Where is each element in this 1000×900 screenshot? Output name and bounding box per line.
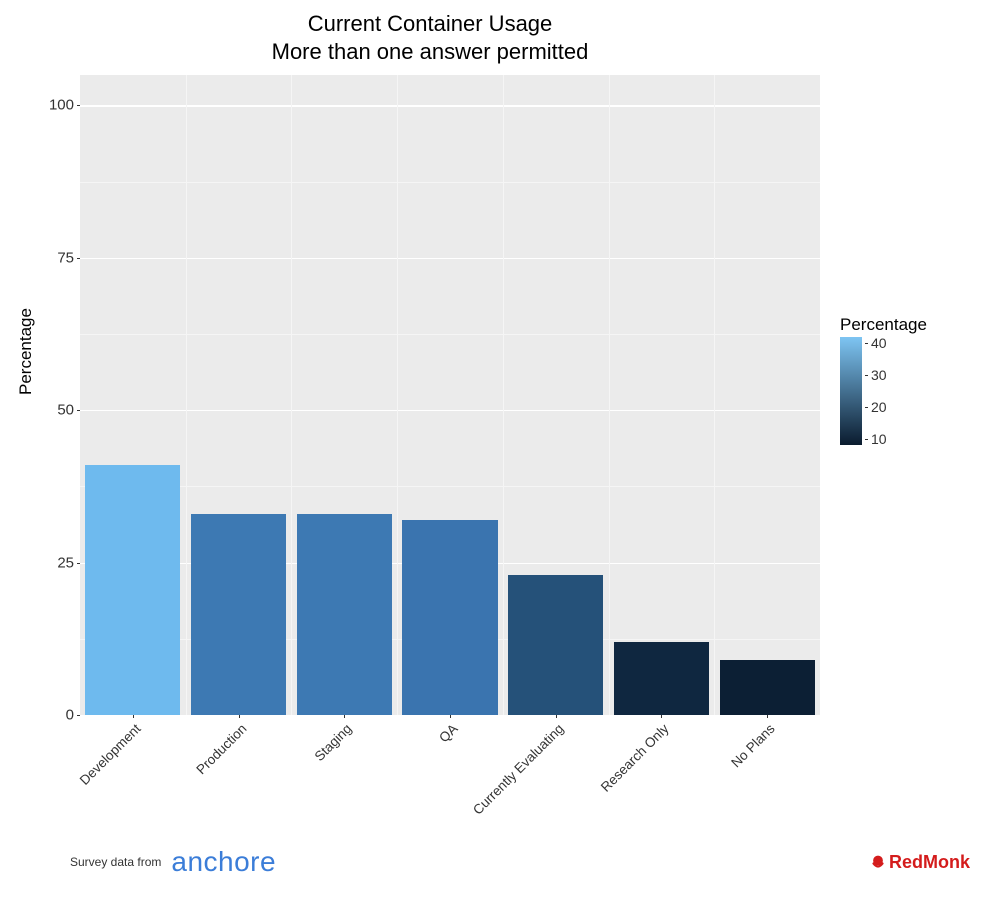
chart-title-line2: More than one answer permitted xyxy=(10,38,850,66)
bar xyxy=(720,660,815,715)
legend-tick-mark xyxy=(865,343,868,344)
x-tick-mark xyxy=(767,715,768,718)
legend-tick-mark xyxy=(865,439,868,440)
x-tick-mark xyxy=(344,715,345,718)
grid-minor-vline xyxy=(609,75,610,715)
y-tick-mark xyxy=(77,258,80,259)
redmonk-label: RedMonk xyxy=(889,852,970,873)
grid-minor-line xyxy=(80,182,820,183)
y-tick-mark xyxy=(77,105,80,106)
survey-data-text: Survey data from xyxy=(70,855,161,869)
plot-region: 0255075100DevelopmentProductionStagingQA… xyxy=(80,75,820,715)
x-tick-label: Currently Evaluating xyxy=(470,721,567,818)
color-legend: Percentage 40 30 20 10 xyxy=(840,315,990,445)
grid-major-line xyxy=(80,105,820,106)
x-tick-mark xyxy=(450,715,451,718)
legend-tick-label: 20 xyxy=(871,399,887,415)
x-tick-label: Staging xyxy=(312,721,355,764)
footer-left: Survey data from anchore xyxy=(70,846,276,878)
chart-container: Current Container Usage More than one an… xyxy=(10,10,990,890)
legend-gradient xyxy=(840,337,862,445)
y-tick-mark xyxy=(77,563,80,564)
footer: Survey data from anchore RedMonk xyxy=(70,842,970,882)
bar xyxy=(402,520,497,715)
bar xyxy=(297,514,392,715)
legend-tick-label: 10 xyxy=(871,431,887,447)
chart-title-block: Current Container Usage More than one an… xyxy=(10,10,850,65)
redmonk-logo: RedMonk xyxy=(869,852,970,873)
x-tick-mark xyxy=(661,715,662,718)
bar xyxy=(85,465,180,715)
legend-title: Percentage xyxy=(840,315,990,335)
x-tick-mark xyxy=(556,715,557,718)
grid-major-line xyxy=(80,258,820,259)
legend-tick-label: 40 xyxy=(871,335,887,351)
legend-tick-label: 30 xyxy=(871,367,887,383)
bar xyxy=(191,514,286,715)
y-axis-title: Percentage xyxy=(16,308,36,395)
x-tick-label: No Plans xyxy=(728,721,777,770)
grid-minor-vline xyxy=(714,75,715,715)
grid-major-line xyxy=(80,410,820,411)
x-tick-label: Development xyxy=(77,721,144,788)
y-tick-label: 0 xyxy=(66,707,74,724)
legend-tick-mark xyxy=(865,407,868,408)
y-tick-mark xyxy=(77,410,80,411)
grid-minor-line xyxy=(80,486,820,487)
bar xyxy=(614,642,709,715)
legend-bar-wrap: 40 30 20 10 xyxy=(840,337,990,445)
y-tick-mark xyxy=(77,715,80,716)
grid-minor-line xyxy=(80,334,820,335)
anchore-logo: anchore xyxy=(171,846,276,878)
chart-title-line1: Current Container Usage xyxy=(10,10,850,38)
y-tick-label: 100 xyxy=(49,97,74,114)
y-tick-label: 25 xyxy=(57,554,74,571)
redmonk-icon xyxy=(869,853,887,871)
x-tick-label: Research Only xyxy=(598,721,672,795)
bar xyxy=(508,575,603,715)
x-tick-label: Production xyxy=(193,721,249,777)
grid-minor-vline xyxy=(503,75,504,715)
legend-tick-mark xyxy=(865,375,868,376)
y-tick-label: 75 xyxy=(57,249,74,266)
grid-minor-vline xyxy=(186,75,187,715)
x-tick-mark xyxy=(133,715,134,718)
grid-minor-vline xyxy=(397,75,398,715)
x-tick-label: QA xyxy=(436,721,460,745)
y-tick-label: 50 xyxy=(57,402,74,419)
x-tick-mark xyxy=(239,715,240,718)
grid-minor-vline xyxy=(291,75,292,715)
